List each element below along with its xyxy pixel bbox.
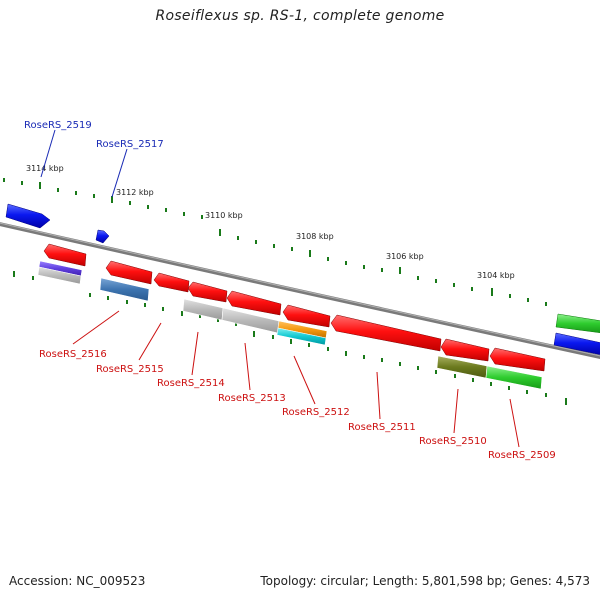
gene-label-roseRS-2510[interactable]: RoseRS_2510 <box>419 436 487 447</box>
map-title: Roseiflexus sp. RS-1, complete genome <box>155 8 445 24</box>
gene-label-roseRS-2513[interactable]: RoseRS_2513 <box>218 393 286 404</box>
gene-roseRS-2513[interactable] <box>226 290 282 316</box>
forward-genes <box>5 203 600 355</box>
gene-forward-edge-green[interactable] <box>555 313 600 333</box>
kbp-label: 3110 kbp <box>205 211 243 220</box>
gene-label-roseRS-2515[interactable]: RoseRS_2515 <box>96 364 164 375</box>
kbp-label: 3108 kbp <box>296 232 334 241</box>
kbp-label: 3104 kbp <box>477 271 515 280</box>
gene-label-roseRS-2519[interactable]: RoseRS_2519 <box>24 120 92 131</box>
gene-label-roseRS-2509[interactable]: RoseRS_2509 <box>488 450 556 461</box>
label-leader <box>40 129 56 178</box>
gene-roseRS-2511[interactable] <box>330 314 442 352</box>
genome-backbone <box>0 222 600 359</box>
feature-bar-grey <box>182 298 224 321</box>
gene-forward-edge[interactable] <box>553 332 600 355</box>
reverse-gene-labels <box>72 310 520 448</box>
gene-label-roseRS-2512[interactable]: RoseRS_2512 <box>282 407 350 418</box>
feature-bars <box>37 260 543 390</box>
gene-roseRS-2519[interactable] <box>5 203 51 229</box>
label-leader <box>111 148 128 198</box>
gene-label-roseRS-2514[interactable]: RoseRS_2514 <box>157 378 225 389</box>
gene-roseRS-2514-a[interactable] <box>153 272 190 293</box>
reverse-genes <box>43 243 546 372</box>
outer-tick-ring: 3114 kbp 3112 kbp 3110 kbp 3108 kbp 3106… <box>3 164 547 306</box>
gene-roseRS-2517[interactable] <box>95 229 110 244</box>
feature-bar-green <box>485 365 543 390</box>
feature-bar-grey <box>37 266 82 285</box>
gene-label-roseRS-2517[interactable]: RoseRS_2517 <box>96 139 164 150</box>
kbp-label: 3112 kbp <box>116 188 154 197</box>
feature-bar-steel <box>99 277 150 302</box>
kbp-label: 3106 kbp <box>386 252 424 261</box>
forward-gene-labels: RoseRS_2519 RoseRS_2517 <box>24 120 164 198</box>
kbp-label: 3114 kbp <box>26 164 64 173</box>
accession-text: Accession: NC_009523 <box>9 574 146 588</box>
gene-label-roseRS-2516[interactable]: RoseRS_2516 <box>39 349 107 360</box>
gene-label-roseRS-2511[interactable]: RoseRS_2511 <box>348 422 416 433</box>
feature-bar-cyan <box>276 327 327 346</box>
gene-roseRS-2515[interactable] <box>105 260 153 285</box>
gene-roseRS-2509[interactable] <box>489 347 546 372</box>
gene-roseRS-2512[interactable] <box>282 304 331 328</box>
genome-stats-text: Topology: circular; Length: 5,801,598 bp… <box>260 574 590 588</box>
gene-roseRS-2514[interactable] <box>187 281 228 303</box>
gene-roseRS-2516[interactable] <box>43 243 87 267</box>
gene-roseRS-2510[interactable] <box>440 338 490 362</box>
